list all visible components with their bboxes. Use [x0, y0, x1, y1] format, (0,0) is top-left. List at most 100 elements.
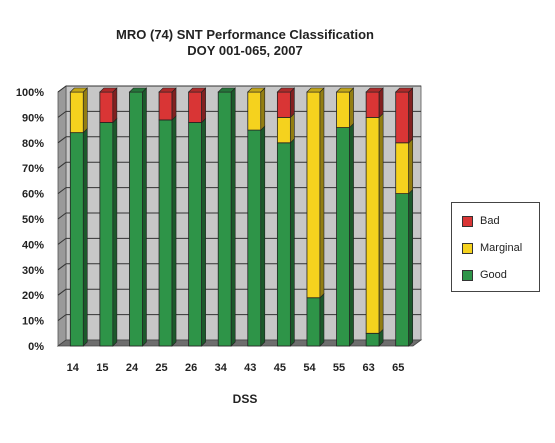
bar-side-good — [112, 117, 118, 347]
bar-side-bad — [201, 87, 206, 124]
bar-bad — [365, 91, 380, 118]
y-tick-label: 20% — [22, 290, 44, 302]
bar-good — [276, 142, 291, 347]
x-tick-label: 24 — [126, 362, 139, 374]
bar-side-bad — [378, 87, 384, 119]
y-tick-label: 10% — [22, 316, 44, 328]
legend-item-bad: Bad — [462, 214, 500, 228]
x-tick-label: 55 — [333, 362, 345, 374]
x-tick-label: 45 — [274, 362, 286, 374]
bar-top — [128, 87, 148, 93]
bar-good — [158, 119, 173, 347]
gridline-side — [57, 263, 67, 271]
bar-side-marginal — [260, 87, 266, 131]
bar-side-marginal — [290, 112, 295, 144]
bar-marginal — [365, 117, 380, 334]
bar-bad — [158, 91, 173, 121]
gridline-side — [57, 161, 67, 169]
bar-bad — [395, 91, 410, 144]
legend-label-good: Good — [480, 269, 507, 281]
bar-good — [69, 132, 84, 347]
legend-swatch-marginal — [462, 242, 473, 254]
bar-bad — [188, 91, 203, 123]
bar-good — [99, 122, 114, 347]
gridline-side — [57, 136, 67, 144]
bar-top — [187, 87, 207, 93]
bar-side-bad — [408, 87, 414, 144]
bar-side-marginal — [378, 112, 384, 335]
bar-side-good — [408, 188, 414, 347]
legend-item-marginal: Marginal — [462, 241, 522, 255]
y-tick-label: 90% — [22, 112, 44, 124]
bar-side-bad — [290, 87, 295, 119]
bar-marginal — [276, 117, 291, 144]
bar-side-good — [260, 125, 266, 347]
bar-good — [129, 91, 143, 347]
bar-side-good — [82, 127, 88, 347]
gridline-side — [57, 85, 67, 93]
bar-marginal — [69, 91, 84, 134]
bar-top — [158, 87, 177, 93]
bar-top — [247, 87, 266, 93]
bar-side-bad — [171, 87, 177, 121]
legend: Bad Marginal Good — [451, 202, 540, 292]
bar-good — [247, 129, 262, 347]
bar-top — [217, 87, 236, 93]
bar-side-good — [201, 117, 206, 347]
gridline-side — [57, 187, 67, 195]
bar-side-marginal — [349, 87, 354, 129]
x-axis-label: DSS — [232, 392, 258, 406]
bar-good — [306, 297, 321, 347]
x-tick-label: 15 — [96, 362, 108, 374]
bar-top — [306, 87, 325, 93]
bar-top — [365, 87, 384, 93]
y-tick-label: 40% — [22, 239, 44, 251]
bar-top — [335, 87, 355, 93]
bar-top — [99, 87, 118, 93]
y-tick-label: 50% — [22, 214, 44, 226]
legend-label-marginal: Marginal — [480, 242, 523, 254]
x-tick-label: 34 — [215, 362, 228, 374]
bar-top — [69, 87, 89, 93]
y-tick-label: 80% — [22, 138, 44, 150]
x-tick-label: 25 — [155, 362, 167, 374]
x-tick-label: 54 — [303, 362, 316, 374]
chart-subtitle: DOY 001-065, 2007 — [187, 43, 303, 58]
bar-side-good — [290, 138, 295, 347]
bar-side-bad — [112, 87, 118, 124]
gridline-side — [57, 111, 67, 118]
y-tick-label: 0% — [28, 341, 44, 353]
bar-good — [395, 193, 410, 347]
y-tick-label: 70% — [22, 163, 44, 175]
bar-good — [188, 122, 203, 347]
x-tick-label: 43 — [244, 362, 256, 374]
bar-marginal — [336, 91, 350, 128]
legend-label-bad: Bad — [480, 215, 500, 227]
bar-side-good — [230, 87, 236, 347]
y-tick-label: 60% — [22, 189, 44, 201]
bar-good — [365, 332, 380, 347]
bar-side-marginal — [82, 87, 88, 134]
legend-swatch-bad — [462, 215, 473, 227]
bar-good — [217, 91, 232, 347]
bar-top — [394, 87, 414, 93]
bar-side-good — [319, 293, 325, 347]
bar-side-marginal — [408, 138, 414, 195]
y-tick-label: 100% — [16, 87, 44, 99]
bar-side-marginal — [319, 87, 325, 299]
bar-side-good — [349, 122, 354, 347]
bar-bad — [99, 91, 114, 123]
x-tick-label: 14 — [67, 362, 80, 374]
x-tick-label: 63 — [363, 362, 375, 374]
x-tick-label: 65 — [392, 362, 404, 374]
plot-floor — [56, 339, 423, 347]
bar-marginal — [395, 142, 410, 195]
gridline-side — [57, 212, 67, 220]
chart-title: MRO (74) SNT Performance Classification — [116, 27, 374, 42]
bar-side-good — [171, 115, 177, 347]
legend-swatch-good — [462, 269, 473, 281]
gridline-side — [57, 314, 67, 322]
gridline-side — [57, 288, 67, 296]
bar-side-good — [142, 87, 147, 347]
